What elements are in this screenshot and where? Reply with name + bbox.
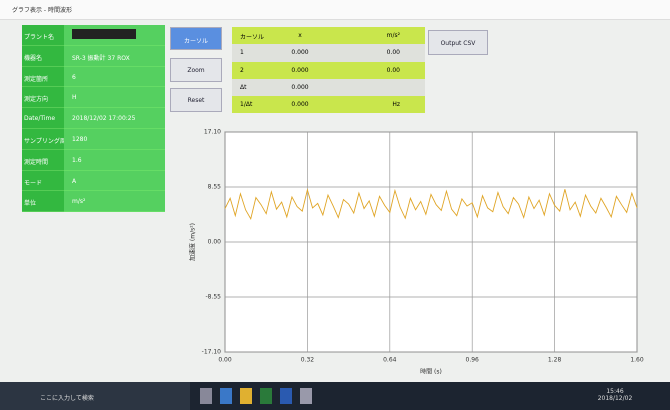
info-row: 測定時間 1.6 bbox=[22, 149, 165, 171]
cursor-cell: 1 bbox=[240, 49, 244, 57]
info-row: サンプリング周波数1280 bbox=[22, 128, 165, 150]
app-icon[interactable] bbox=[280, 388, 292, 404]
cursor-header: カーソル x m/s² bbox=[232, 27, 425, 45]
info-label: モード bbox=[22, 170, 64, 192]
info-value: A bbox=[64, 170, 165, 192]
cursor-row: 2 0.000 0.00 bbox=[232, 61, 425, 79]
y-tick-label: -8.55 bbox=[205, 294, 221, 301]
signal-line bbox=[224, 188, 638, 221]
info-value: 6 bbox=[64, 66, 165, 88]
header-cell: カーソル bbox=[240, 34, 265, 41]
x-tick-label: 1.60 bbox=[630, 357, 644, 364]
cursor-cell: 0.00 bbox=[386, 66, 400, 74]
x-tick-label: 0.64 bbox=[383, 357, 397, 364]
info-value: m/s² bbox=[64, 191, 165, 213]
clock-date: 2018/12/02 bbox=[597, 395, 633, 402]
app-icon[interactable] bbox=[220, 388, 232, 404]
window-title: グラフ表示 - 時間波形 bbox=[12, 7, 72, 14]
cursor-row: Δt 0.000 bbox=[232, 78, 425, 97]
cursor-row: 1 0.000 0.00 bbox=[232, 44, 425, 62]
header-cell: m/s² bbox=[386, 32, 400, 39]
info-label: プラント名 bbox=[22, 25, 64, 46]
cursor-cell: 0.000 bbox=[291, 66, 309, 74]
info-label: 測定方向 bbox=[22, 87, 64, 109]
y-axis-label: 加速度 (m/s²) bbox=[189, 223, 197, 261]
cursor-cell: 2 bbox=[240, 66, 244, 74]
cursor-cell: 0.000 bbox=[291, 83, 309, 91]
taskbar-icons bbox=[200, 388, 340, 404]
info-label: 機器名 bbox=[22, 45, 64, 67]
cursor-row: 1/Δt 0.000 Hz bbox=[232, 96, 425, 114]
search-box[interactable]: ここに入力して検索 bbox=[0, 382, 190, 410]
cursor-cell: 0.000 bbox=[291, 49, 309, 57]
clock-time: 15:46 bbox=[606, 388, 624, 395]
info-value: 1.6 bbox=[64, 149, 165, 171]
info-row: モード A bbox=[22, 170, 165, 192]
cursor-cell: 0.00 bbox=[386, 49, 400, 57]
info-value: 2018/12/02 17:00:25 bbox=[64, 108, 165, 129]
x-tick-label: 0.00 bbox=[218, 357, 232, 364]
info-label: 測定箇所 bbox=[22, 66, 64, 88]
info-value: H bbox=[64, 87, 165, 109]
cursor-button[interactable]: カーソル bbox=[170, 27, 222, 50]
y-tick-label: -17.10 bbox=[202, 349, 222, 356]
app-icon[interactable] bbox=[200, 388, 212, 404]
x-tick-label: 0.32 bbox=[301, 357, 315, 364]
cursor-table: カーソル x m/s² 1 0.000 0.00 2 0.000 0.00 Δt 0.000 1/Δt… bbox=[232, 27, 425, 114]
cursor-cell: 1/Δt bbox=[240, 101, 253, 109]
info-row: 単位 m/s² bbox=[22, 191, 165, 213]
y-tick-label: 8.55 bbox=[208, 184, 222, 191]
info-value: SR-3 振動計 37 ROX bbox=[64, 45, 165, 67]
info-row: プラント名 bbox=[22, 25, 165, 46]
clock: 15:46 2018/12/02 bbox=[590, 388, 640, 402]
reset-button[interactable]: Reset bbox=[170, 88, 222, 112]
info-label: 単位 bbox=[22, 191, 64, 213]
info-label: 測定時間 bbox=[22, 149, 64, 171]
info-row: 機器名 SR-3 振動計 37 ROX bbox=[22, 45, 165, 67]
cursor-cell: Δt bbox=[240, 83, 247, 91]
output-csv-button[interactable]: Output CSV bbox=[428, 30, 488, 55]
x-tick-label: 1.28 bbox=[548, 357, 562, 364]
info-row: Date/Time 2018/12/02 17:00:25 bbox=[22, 108, 165, 129]
info-label: サンプリング周波数 bbox=[22, 128, 64, 150]
info-row: 測定箇所 6 bbox=[22, 66, 165, 88]
search-text: ここに入力して検索 bbox=[40, 395, 94, 402]
app-icon[interactable] bbox=[300, 388, 312, 404]
title-bar: グラフ表示 - 時間波形 bbox=[0, 0, 670, 20]
info-value bbox=[64, 25, 165, 46]
info-label: Date/Time bbox=[22, 108, 64, 129]
cursor-cell: Hz bbox=[392, 101, 400, 109]
info-panel: プラント名 機器名 SR-3 振動計 37 ROX 測定箇所 6 測定方向 H Date/Ti… bbox=[22, 25, 165, 213]
zoom-button[interactable]: Zoom bbox=[170, 58, 222, 82]
y-tick-label: 17.10 bbox=[204, 129, 221, 136]
cursor-cell: 0.000 bbox=[291, 101, 309, 109]
taskbar: ここに入力して検索 15:46 2018/12/02 bbox=[0, 382, 670, 410]
app-icon[interactable] bbox=[240, 388, 252, 404]
info-value: 1280 bbox=[64, 128, 165, 150]
app-icon[interactable] bbox=[260, 388, 272, 404]
x-tick-label: 0.96 bbox=[466, 357, 480, 364]
header-cell: x bbox=[298, 32, 302, 39]
redacted-box bbox=[72, 29, 136, 39]
x-axis-label: 時間 (s) bbox=[420, 368, 442, 376]
info-row: 測定方向 H bbox=[22, 87, 165, 109]
chart: 17.108.550.00-8.55-17.100.00 0.32 0.64 0.96… bbox=[189, 129, 644, 376]
y-tick-label: 0.00 bbox=[208, 239, 222, 246]
